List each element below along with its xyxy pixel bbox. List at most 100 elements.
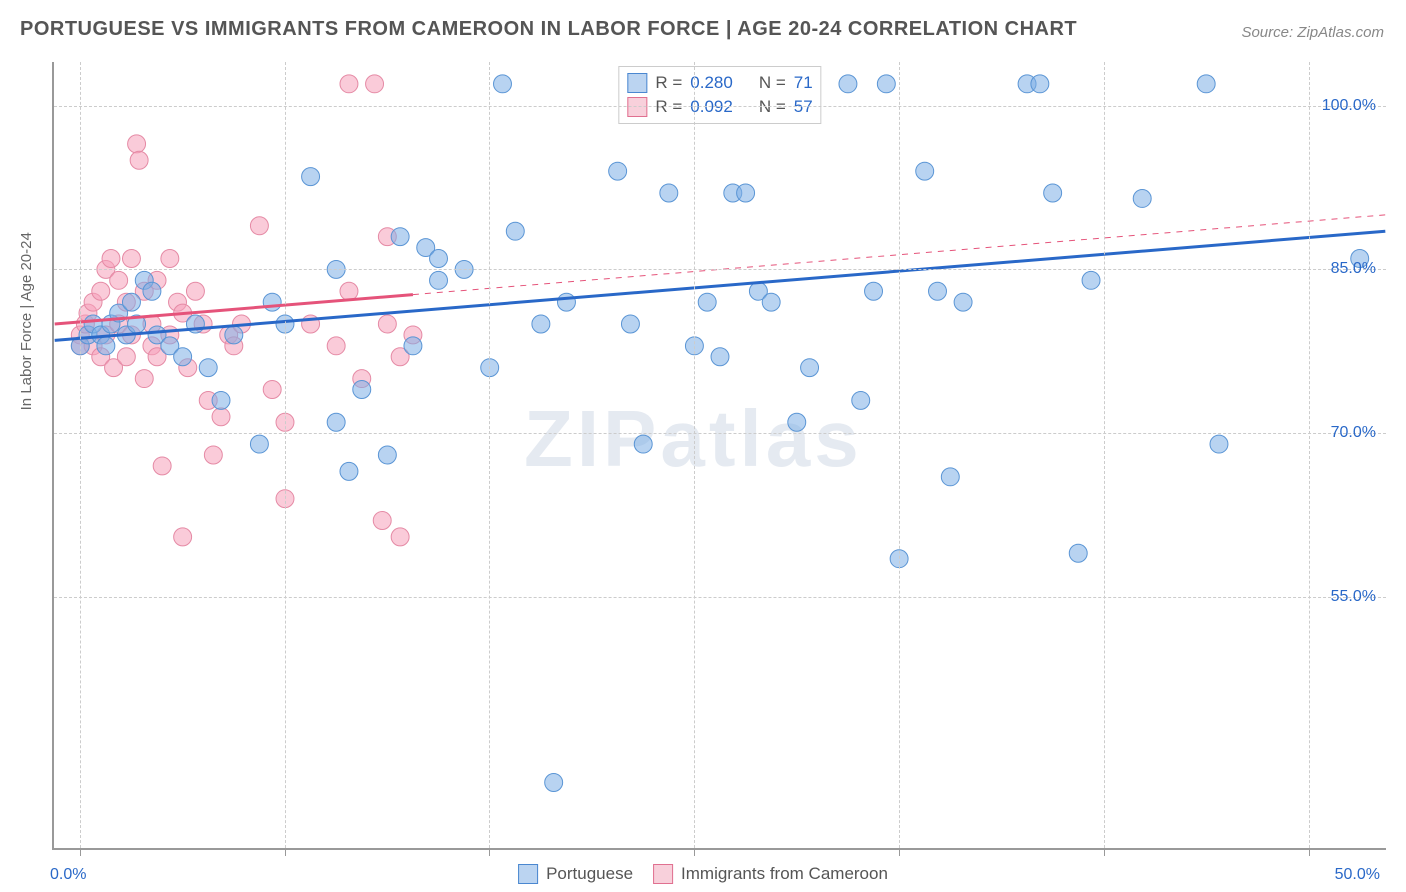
scatter-point — [378, 446, 396, 464]
scatter-point — [698, 293, 716, 311]
legend-swatch-blue — [518, 864, 538, 884]
legend-series: Portuguese Immigrants from Cameroon — [518, 864, 888, 884]
y-axis-tick: 85.0% — [1331, 260, 1376, 278]
scatter-point — [302, 168, 320, 186]
grid-line-h — [54, 433, 1386, 434]
scatter-point — [1031, 75, 1049, 93]
chart-plot-area: ZIPatlas R = 0.280 N = 71 R = 0.092 N = … — [52, 62, 1386, 850]
grid-line-v — [1309, 62, 1310, 848]
scatter-point — [92, 282, 110, 300]
scatter-point — [135, 370, 153, 388]
scatter-point — [1210, 435, 1228, 453]
scatter-point — [263, 293, 281, 311]
scatter-point — [161, 250, 179, 268]
scatter-point — [545, 774, 563, 792]
scatter-point — [250, 435, 268, 453]
scatter-point — [929, 282, 947, 300]
scatter-point — [378, 315, 396, 333]
grid-line-v — [489, 62, 490, 848]
scatter-point — [788, 413, 806, 431]
scatter-point — [186, 282, 204, 300]
scatter-point — [954, 293, 972, 311]
scatter-point — [204, 446, 222, 464]
scatter-point — [660, 184, 678, 202]
scatter-point — [865, 282, 883, 300]
scatter-point — [634, 435, 652, 453]
chart-title: PORTUGUESE VS IMMIGRANTS FROM CAMEROON I… — [20, 18, 1077, 41]
scatter-point — [250, 217, 268, 235]
legend-item-portuguese: Portuguese — [518, 864, 633, 884]
scatter-point — [97, 337, 115, 355]
scatter-point — [916, 162, 934, 180]
scatter-point — [130, 151, 148, 169]
x-axis-tick-mark — [899, 848, 900, 856]
scatter-point — [391, 528, 409, 546]
y-axis-tick: 55.0% — [1331, 588, 1376, 606]
x-axis-tick-mark — [694, 848, 695, 856]
scatter-point — [122, 250, 140, 268]
scatter-point — [621, 315, 639, 333]
scatter-point — [373, 512, 391, 530]
legend-swatch-pink — [653, 864, 673, 884]
scatter-point — [711, 348, 729, 366]
grid-line-v — [80, 62, 81, 848]
scatter-point — [737, 184, 755, 202]
scatter-point — [366, 75, 384, 93]
scatter-point — [877, 75, 895, 93]
grid-line-v — [899, 62, 900, 848]
scatter-point — [174, 528, 192, 546]
scatter-point — [557, 293, 575, 311]
x-axis-tick-mark — [285, 848, 286, 856]
scatter-point — [494, 75, 512, 93]
scatter-point — [117, 348, 135, 366]
scatter-point — [263, 381, 281, 399]
x-axis-tick-mark — [1309, 848, 1310, 856]
grid-line-h — [54, 269, 1386, 270]
scatter-point — [852, 391, 870, 409]
scatter-point — [102, 250, 120, 268]
x-axis-tick-left: 0.0% — [50, 866, 86, 884]
scatter-point — [174, 348, 192, 366]
scatter-point — [143, 282, 161, 300]
scatter-point — [430, 271, 448, 289]
scatter-point — [353, 381, 371, 399]
scatter-point — [212, 391, 230, 409]
scatter-point — [327, 337, 345, 355]
scatter-point — [941, 468, 959, 486]
scatter-point — [153, 457, 171, 475]
scatter-point — [801, 359, 819, 377]
x-axis-tick-mark — [489, 848, 490, 856]
grid-line-v — [694, 62, 695, 848]
grid-line-v — [1104, 62, 1105, 848]
scatter-point — [128, 135, 146, 153]
scatter-point — [1197, 75, 1215, 93]
regression-line — [55, 231, 1386, 340]
scatter-point — [532, 315, 550, 333]
scatter-point — [430, 250, 448, 268]
scatter-point — [225, 326, 243, 344]
grid-line-h — [54, 106, 1386, 107]
scatter-point — [1044, 184, 1062, 202]
scatter-point — [762, 293, 780, 311]
scatter-point — [1133, 189, 1151, 207]
y-axis-tick: 100.0% — [1322, 97, 1376, 115]
source-label: Source: ZipAtlas.com — [1241, 24, 1384, 41]
y-axis-tick: 70.0% — [1331, 424, 1376, 442]
scatter-point — [1069, 544, 1087, 562]
scatter-point — [122, 293, 140, 311]
y-axis-label: In Labor Force | Age 20-24 — [18, 232, 35, 410]
scatter-svg — [54, 62, 1386, 848]
x-axis-tick-right: 50.0% — [1335, 866, 1380, 884]
scatter-point — [506, 222, 524, 240]
scatter-point — [340, 75, 358, 93]
scatter-point — [839, 75, 857, 93]
scatter-point — [212, 408, 230, 426]
scatter-point — [391, 228, 409, 246]
legend-item-cameroon: Immigrants from Cameroon — [653, 864, 888, 884]
scatter-point — [110, 271, 128, 289]
scatter-point — [404, 337, 422, 355]
scatter-point — [1082, 271, 1100, 289]
grid-line-v — [285, 62, 286, 848]
scatter-point — [340, 282, 358, 300]
x-axis-tick-mark — [80, 848, 81, 856]
